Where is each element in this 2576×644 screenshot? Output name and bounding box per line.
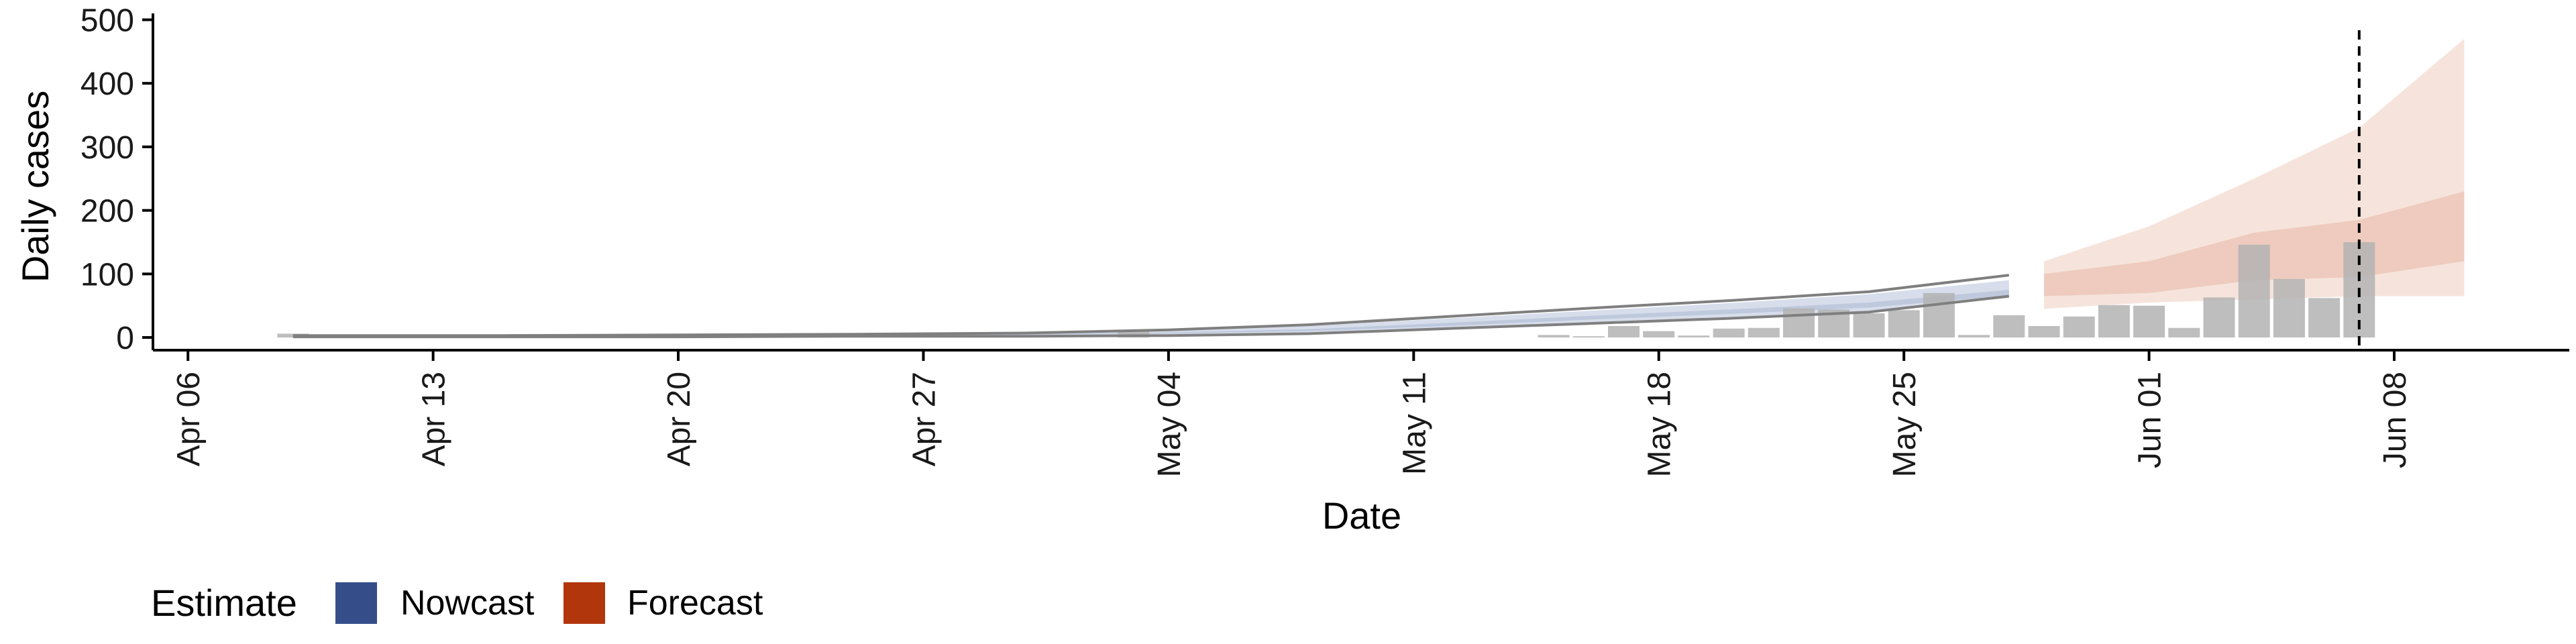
bar-2020-05-15: [1538, 335, 1570, 338]
bar-2020-05-25: [1888, 310, 1920, 337]
series-lines: [292, 274, 2010, 339]
legend-key-nowcast: [335, 582, 377, 624]
nowcast-outer-band: [292, 280, 2009, 337]
bar-2020-05-29: [2028, 326, 2060, 337]
bar-2020-06-04: [2238, 244, 2270, 338]
x-tick-label-7: May 25: [1887, 372, 1923, 477]
x-tick-label-4: May 04: [1152, 372, 1187, 477]
legend-label-nowcast: Nowcast: [400, 584, 535, 623]
bar-2020-06-02: [2168, 327, 2200, 337]
x-tick-label-6: May 18: [1642, 372, 1678, 477]
bar-2020-05-20: [1713, 328, 1745, 338]
y-tick-label-100: 100: [80, 257, 134, 292]
bar-2020-05-26: [1923, 292, 1955, 338]
y-tick-label-400: 400: [80, 66, 134, 102]
x-tick-label-0: Apr 06: [171, 372, 207, 466]
bar-2020-05-03: [1118, 331, 1150, 338]
interval-bands: [292, 38, 2465, 337]
bar-2020-05-24: [1853, 313, 1885, 338]
legend-title: Estimate: [151, 582, 297, 624]
y-tick-label-0: 0: [116, 321, 134, 356]
legend-label-forecast: Forecast: [627, 584, 763, 623]
y-tick-label-200: 200: [80, 194, 134, 229]
bar-2020-05-27: [1958, 335, 1990, 338]
y-tick-label-300: 300: [80, 130, 134, 166]
bar-2020-05-17: [1608, 326, 1640, 337]
nowcast-inner-band: [292, 290, 2009, 337]
nowcast-lower-line: [292, 294, 2010, 339]
y-axis-title: Daily cases: [14, 91, 56, 282]
nowcast-upper-line: [292, 274, 2010, 337]
bar-2020-05-16: [1572, 336, 1605, 338]
x-axis-title: Date: [1322, 494, 1401, 537]
x-tick-label-9: Jun 08: [2377, 372, 2413, 468]
bar-2020-06-01: [2133, 305, 2165, 338]
x-tick-label-1: Apr 13: [417, 372, 452, 466]
bar-2020-05-18: [1643, 331, 1675, 338]
bar-2020-06-06: [2308, 298, 2341, 337]
y-axis-ticks: 0 100 200 300 400 500: [80, 3, 153, 356]
bar-2020-05-19: [1678, 335, 1710, 337]
x-tick-label-3: Apr 27: [907, 372, 943, 466]
bar-2020-05-28: [1993, 315, 2025, 338]
x-tick-label-5: May 11: [1397, 372, 1432, 475]
x-tick-label-8: Jun 01: [2133, 372, 2168, 468]
y-tick-label-500: 500: [80, 3, 134, 38]
bar-2020-05-21: [1748, 327, 1780, 337]
legend-key-forecast: [564, 582, 605, 624]
bar-2020-05-30: [2063, 316, 2095, 338]
legend: Estimate Nowcast Forecast: [151, 582, 763, 624]
bar-2020-06-03: [2203, 297, 2235, 338]
x-tick-label-2: Apr 20: [661, 372, 697, 466]
x-axis-ticks: Apr 06 Apr 13 Apr 20 Apr 27 May 04 May 11 May …: [171, 350, 2413, 477]
bar-2020-06-05: [2273, 278, 2305, 337]
bar-2020-05-31: [2098, 305, 2130, 338]
bar-2020-05-22: [1783, 308, 1815, 338]
